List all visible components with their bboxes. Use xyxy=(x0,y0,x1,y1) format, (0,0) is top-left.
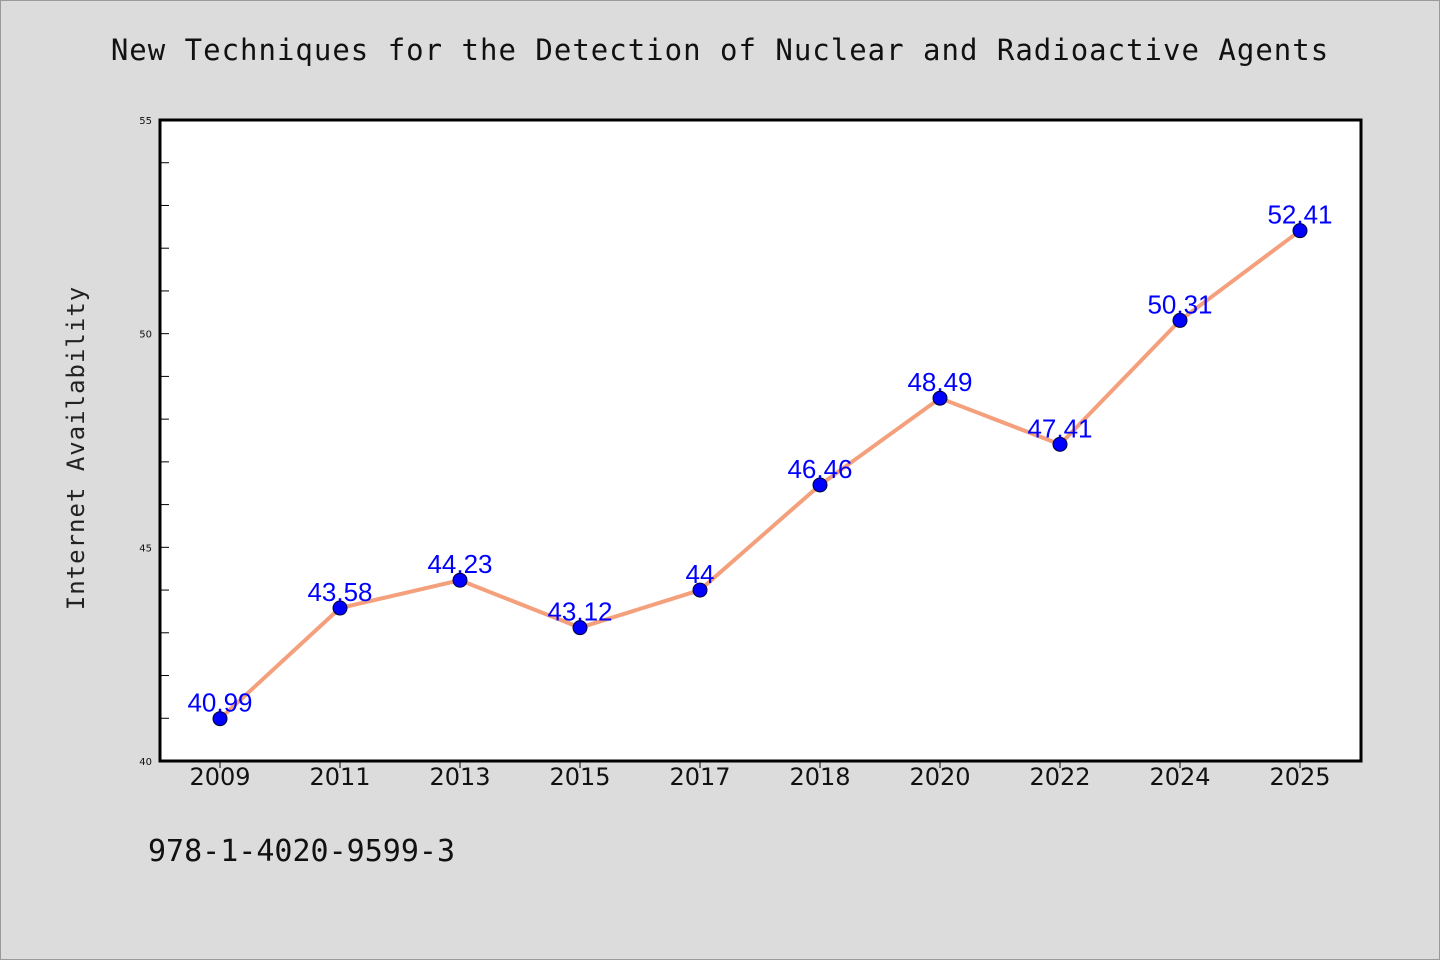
data-point xyxy=(812,477,828,493)
data-label: 44.23 xyxy=(427,549,492,579)
data-point xyxy=(1292,223,1308,239)
data-label: 48.49 xyxy=(907,367,972,397)
y-tick-label: 50 xyxy=(139,330,152,341)
data-label: 40.99 xyxy=(187,688,252,718)
plot-border xyxy=(158,118,1363,763)
data-point xyxy=(692,582,708,598)
data-label: 43.58 xyxy=(307,577,372,607)
data-label: 46.46 xyxy=(787,454,852,484)
isbn-text: 978-1-4020-9599-3 xyxy=(148,834,456,869)
x-tick-label: 2011 xyxy=(309,763,370,791)
y-tick-label: 45 xyxy=(139,543,152,554)
data-point xyxy=(932,390,948,406)
y-tick-label: 55 xyxy=(139,116,152,127)
x-tick-label: 2009 xyxy=(189,763,250,791)
x-tick-label: 2020 xyxy=(909,763,970,791)
data-point xyxy=(212,711,228,727)
x-tick-label: 2015 xyxy=(549,763,610,791)
x-tick-label: 2013 xyxy=(429,763,490,791)
x-tick-label: 2022 xyxy=(1029,763,1090,791)
y-tick-label: 40 xyxy=(139,757,152,768)
chart-title: New Techniques for the Detection of Nucl… xyxy=(110,33,1330,67)
x-tick-label: 2025 xyxy=(1269,763,1330,791)
data-label: 44 xyxy=(686,559,715,589)
data-point xyxy=(572,620,588,636)
data-point xyxy=(1052,436,1068,452)
plot-area xyxy=(160,120,1361,761)
data-point xyxy=(332,600,348,616)
data-label: 43.12 xyxy=(547,597,612,627)
data-point xyxy=(452,572,468,588)
data-label: 52.41 xyxy=(1267,200,1332,230)
x-tick-label: 2017 xyxy=(669,763,730,791)
x-tick-label: 2024 xyxy=(1149,763,1210,791)
series-line xyxy=(218,228,1302,721)
x-tick-label: 2018 xyxy=(789,763,850,791)
data-label: 47.41 xyxy=(1027,413,1092,443)
data-point xyxy=(1172,312,1188,328)
data-label: 50.31 xyxy=(1147,289,1212,319)
